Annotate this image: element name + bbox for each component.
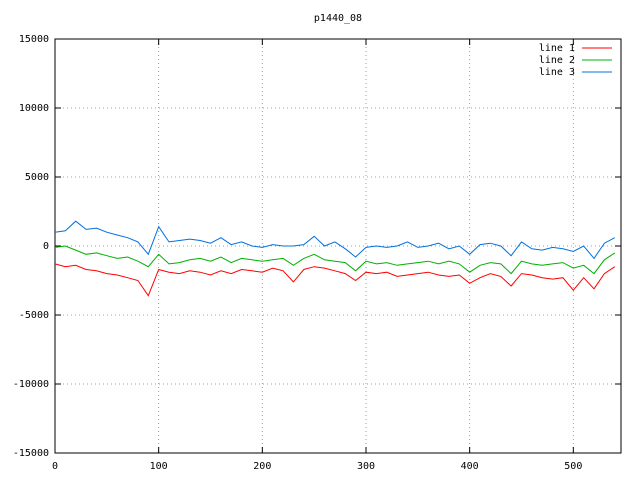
chart-title: p1440_08 [314, 13, 362, 24]
y-tick-label: -15000 [13, 448, 49, 459]
x-tick-label: 100 [150, 461, 168, 472]
y-tick-label: 5000 [25, 172, 49, 183]
y-tick-label: 10000 [19, 103, 49, 114]
legend-label: line 3 [539, 67, 575, 78]
x-tick-label: 500 [564, 461, 582, 472]
y-tick-label: 0 [43, 241, 49, 252]
line-series [54, 245, 616, 275]
plot-border [54, 38, 622, 454]
legend-label: line 2 [539, 55, 575, 66]
y-tick-label: 15000 [19, 34, 49, 45]
y-tick-label: -5000 [19, 310, 49, 321]
line-series [54, 220, 616, 260]
x-tick-label: 300 [357, 461, 375, 472]
y-tick-label: -10000 [13, 379, 49, 390]
legend-label: line 1 [539, 43, 575, 54]
x-tick-label: 0 [52, 461, 58, 472]
line-series [54, 263, 616, 297]
x-tick-label: 200 [253, 461, 271, 472]
x-tick-label: 400 [461, 461, 479, 472]
